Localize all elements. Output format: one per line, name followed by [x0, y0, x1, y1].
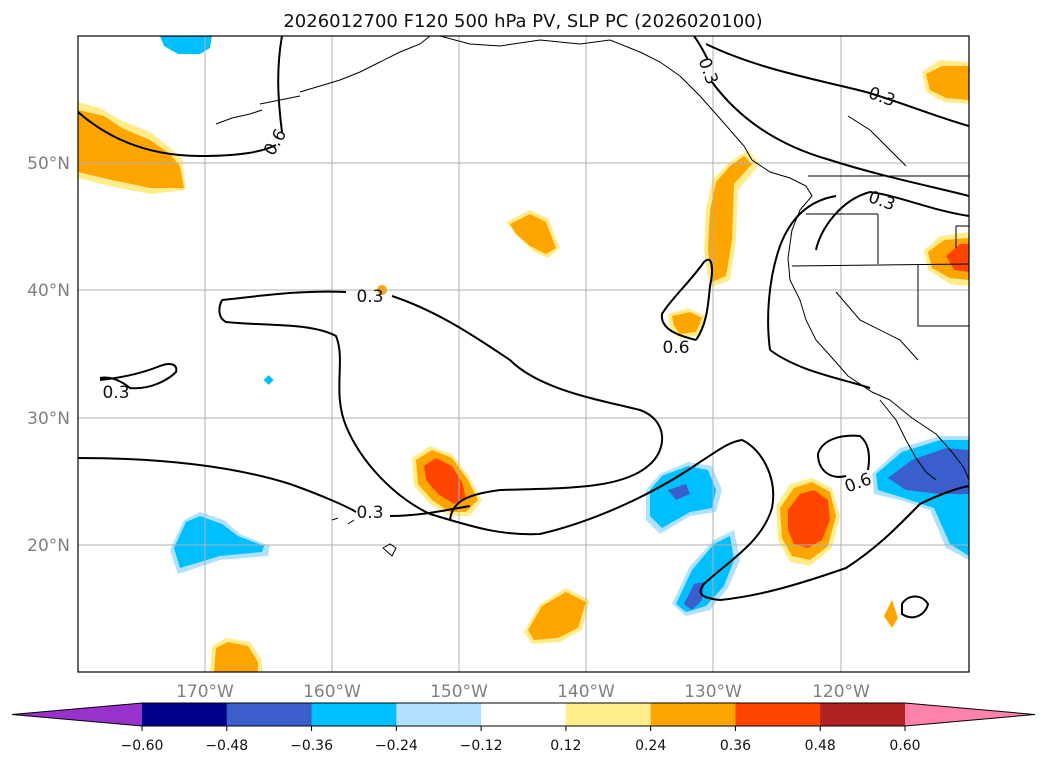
pv-negative-area [174, 516, 264, 568]
contour-label: 0.3 [356, 287, 383, 307]
colorbar-segment [226, 703, 313, 726]
pv-positive-area [424, 458, 466, 504]
colorbar-tick-label: −0.12 [460, 738, 503, 754]
lat-tick-label: 30°N [27, 409, 70, 429]
contour-label: 0.6 [662, 338, 689, 358]
lon-tick-label: 160°W [303, 682, 361, 702]
pv-positive-area [708, 156, 752, 282]
lat-tick-label: 50°N [27, 154, 70, 174]
colorbar-segment [735, 703, 821, 726]
colorbar-segment [481, 703, 567, 726]
pv-positive-area [926, 66, 969, 100]
lat-tick-label: 20°N [27, 536, 70, 556]
colorbar-tick-label: −0.24 [375, 738, 418, 754]
map-area [78, 36, 969, 672]
map-frame [77, 35, 970, 673]
lon-tick-label: 140°W [557, 682, 615, 702]
contour-label: 0.3 [102, 383, 129, 403]
colorbar-tick-label: 0.36 [720, 738, 751, 754]
colorbar-tick-label: 0.24 [635, 738, 666, 754]
colorbar-segment [565, 703, 652, 726]
colorbar-extend-min [12, 703, 142, 726]
lon-tick-label: 120°W [812, 682, 870, 702]
slp-contours [78, 36, 969, 619]
colorbar-tick-label: −0.60 [121, 738, 164, 754]
colorbar-segment [311, 703, 397, 726]
colorbar: −0.60 −0.48 −0.36 −0.24 −0.12 0.12 0.24 0.36 0.4… [11, 702, 1036, 754]
lon-axis: 170°W 160°W 150°W 140°W 130°W 120°W [176, 682, 870, 702]
pv-negative-area [668, 484, 690, 500]
figure-title: 2026012700 F120 500 hPa PV, SLP PC (2026… [283, 11, 762, 32]
lon-tick-label: 130°W [684, 682, 742, 702]
pv-negative-area [160, 36, 212, 54]
map-content: 0.6 0.3 0.3 0.3 0.3 0.3 0.6 0.3 0.6 [78, 36, 969, 672]
lon-tick-label: 150°W [430, 682, 488, 702]
pv-positive-area [78, 110, 184, 188]
colorbar-tick-label: 0.60 [889, 738, 920, 754]
pv-positive-area [884, 600, 898, 628]
colorbar-tick-label: −0.48 [205, 738, 248, 754]
colorbar-extend-max [905, 703, 1035, 726]
colorbar-segment [650, 703, 736, 726]
pv-positive-area [672, 312, 702, 334]
lat-tick-label: 40°N [27, 281, 70, 301]
colorbar-tick-label: 0.12 [550, 738, 581, 754]
colorbar-segment [820, 703, 906, 726]
pv-negative-area [888, 448, 969, 494]
pv-positive-area [510, 214, 556, 254]
colorbar-segment [142, 703, 228, 726]
graticule [78, 36, 969, 672]
pv-negative-area [684, 582, 704, 610]
pv-positive-area [214, 642, 258, 672]
pv-positive-area [946, 244, 969, 272]
colorbar-tick-label: −0.36 [290, 738, 333, 754]
lon-tick-label: 170°W [176, 682, 234, 702]
pv-positive-area [788, 490, 830, 548]
lat-axis: 50°N 40°N 30°N 20°N [27, 154, 70, 556]
contour-label: 0.3 [356, 503, 383, 523]
pv-negative-area [263, 375, 274, 385]
colorbar-tick-label: 0.48 [805, 738, 836, 754]
pv-positive-area [528, 592, 586, 640]
colorbar-segment [396, 703, 482, 726]
